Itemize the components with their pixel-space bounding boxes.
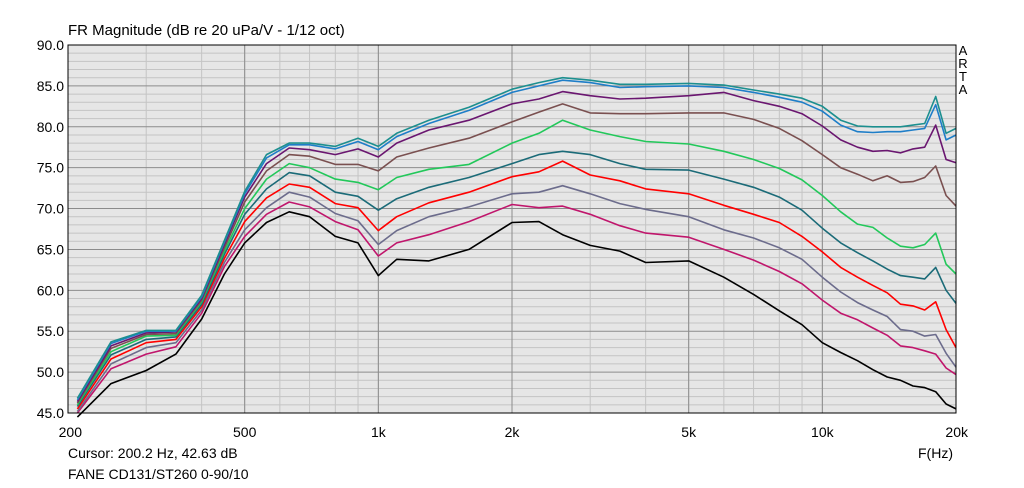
- series-line-8: [76, 90, 957, 403]
- x-axis-unit-label: F(Hz): [918, 445, 953, 461]
- y-tick-label: 75.0: [37, 160, 64, 176]
- series-line-9: [76, 79, 957, 401]
- x-tick-label: 5k: [681, 424, 697, 440]
- series-line-3: [76, 184, 957, 412]
- brand-letter: T: [959, 69, 967, 84]
- y-tick-label: 50.0: [37, 364, 64, 380]
- arta-brand-label: A R T A: [956, 44, 970, 96]
- y-tick-label: 55.0: [37, 323, 64, 339]
- y-tick-label: 60.0: [37, 282, 64, 298]
- series-line-1: [76, 211, 957, 418]
- tick-labels: 45.0 50.0 55.0 60.0 65.0 70.0 75.0 80.0 85.0 90.0…: [37, 37, 969, 440]
- x-tick-label: 1k: [371, 424, 387, 440]
- x-tick-label: 2k: [505, 424, 521, 440]
- y-tick-label: 90.0: [37, 37, 64, 53]
- plot-frame: [67, 44, 957, 414]
- series-line-6: [76, 119, 957, 406]
- brand-letter: R: [958, 56, 968, 71]
- series-line-5: [76, 150, 957, 407]
- x-tick-label: 200: [59, 424, 83, 440]
- y-tick-label: 70.0: [37, 201, 64, 217]
- chart-title: FR Magnitude (dB re 20 uPa/V - 1/12 oct): [68, 22, 345, 39]
- x-tick-label: 10k: [811, 424, 835, 440]
- series-line-2: [76, 201, 957, 414]
- series-line-10: [76, 76, 957, 399]
- x-tick-label: 500: [233, 424, 257, 440]
- y-tick-label: 45.0: [37, 405, 64, 421]
- series-layer: [76, 76, 957, 418]
- x-tick-label: 20k: [945, 424, 969, 440]
- device-under-test-label: FANE CD131/ST260 0-90/10: [68, 466, 249, 482]
- brand-letter: A: [958, 43, 968, 58]
- y-tick-label: 80.0: [37, 119, 64, 135]
- series-line-4: [76, 160, 957, 410]
- series-line-7: [76, 103, 957, 404]
- brand-letter: A: [958, 82, 968, 97]
- cursor-readout: Cursor: 200.2 Hz, 42.63 dB: [68, 445, 238, 461]
- y-tick-label: 65.0: [37, 241, 64, 257]
- y-tick-label: 85.0: [37, 78, 64, 94]
